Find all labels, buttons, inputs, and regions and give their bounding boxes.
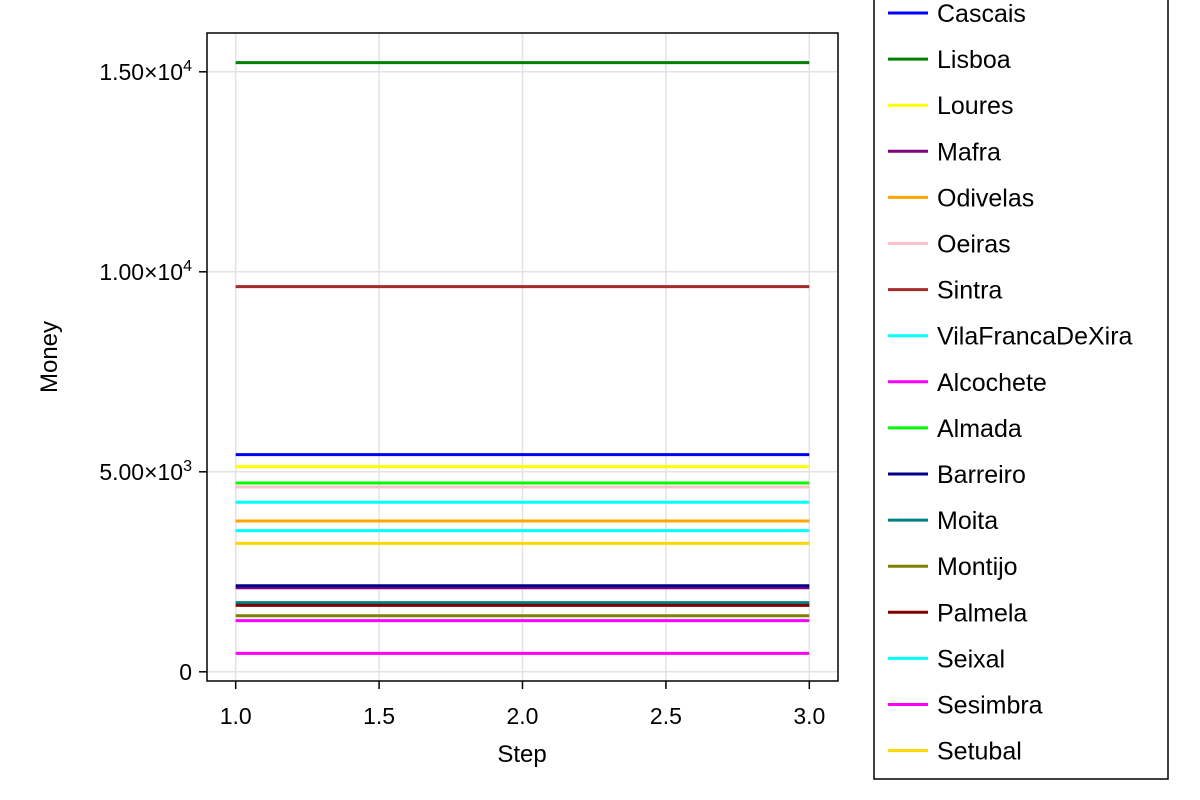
legend: Cascais Lisboa Loures Mafra Odivelas Oeiras Si… — [873, 0, 1169, 780]
legend-label-alcochete: Alcochete — [937, 369, 1047, 397]
x-tick-label: 1.5 — [363, 703, 395, 729]
y-tick-label: 1.50×104 — [99, 58, 192, 85]
legend-label-almada: Almada — [937, 415, 1022, 443]
legend-label-palmela: Palmela — [937, 599, 1027, 627]
grid-lines — [207, 33, 838, 681]
legend-label-seixal: Seixal — [937, 645, 1005, 673]
series-lines — [235, 61, 810, 655]
x-axis: 1.0 1.5 2.0 2.5 3.0 — [220, 681, 825, 729]
y-axis: 0 5.00×103 1.00×104 1.50×104 — [99, 58, 207, 685]
legend-label-cascais: Cascais — [937, 0, 1026, 28]
legend-label-vilafrancadexira: VilaFrancaDeXira — [937, 323, 1133, 351]
x-tick-label: 1.0 — [220, 703, 252, 729]
legend-label-moita: Moita — [937, 507, 998, 535]
legend-label-setubal: Setubal — [937, 738, 1022, 766]
legend-label-sesimbra: Sesimbra — [937, 692, 1043, 720]
x-tick-label: 2.5 — [650, 703, 682, 729]
y-axis-title: Money — [36, 321, 63, 393]
legend-label-montijo: Montijo — [937, 553, 1018, 581]
y-tick-label: 5.00×103 — [99, 458, 192, 485]
legend-label-oeiras: Oeiras — [937, 231, 1011, 259]
y-tick-label: 1.00×104 — [99, 258, 192, 285]
legend-label-lisboa: Lisboa — [937, 46, 1011, 74]
legend-frame — [873, 0, 1169, 780]
x-tick-label: 3.0 — [793, 703, 825, 729]
y-tick-label: 0 — [179, 659, 192, 685]
legend-label-sintra: Sintra — [937, 277, 1002, 305]
legend-label-barreiro: Barreiro — [937, 461, 1026, 489]
legend-label-odivelas: Odivelas — [937, 184, 1034, 212]
legend-label-loures: Loures — [937, 92, 1013, 120]
x-tick-label: 2.0 — [507, 703, 539, 729]
legend-label-mafra: Mafra — [937, 138, 1001, 166]
x-axis-title: Step — [497, 741, 546, 768]
